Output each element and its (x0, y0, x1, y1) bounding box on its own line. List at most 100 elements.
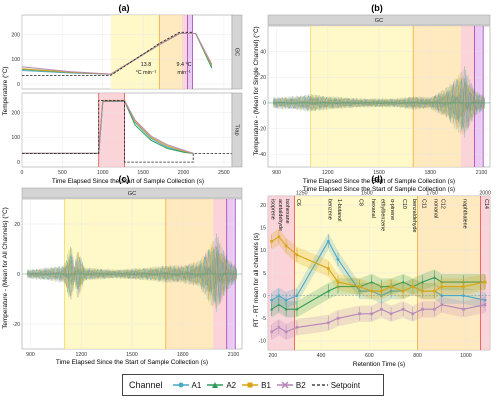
panel-d-series-a2-point (370, 280, 374, 284)
panel-c-trace-b2 (27, 237, 238, 303)
panel-d-compound-label: C11 (420, 199, 426, 209)
panel-b-trace-b2 (273, 82, 486, 129)
panel-b-trace-b2 (272, 72, 486, 127)
panel-d-compound-label: C8 (358, 199, 364, 206)
panel-d-series-a2-ribbon (271, 269, 486, 318)
panel-a-trap-ytick-label: 200 (11, 111, 20, 117)
panel-c-strip (21, 187, 243, 199)
panel-a-gc-setpoint-line (22, 31, 193, 76)
panel-a-trap-ytick-label: 100 (11, 135, 20, 141)
panel-a-gc-series-b2 (21, 32, 213, 75)
panel-b-trace-b1 (272, 75, 486, 132)
legend-item-a1: A1 (172, 380, 202, 390)
panel-b-ytick-label: 40 (260, 49, 266, 55)
panel-d-compound-label: C14 (483, 199, 489, 209)
panel-d-series-a2-point (401, 280, 405, 284)
panel-c-trace-b1 (26, 243, 238, 306)
panel-d-top-tick-label: 1750 (426, 191, 438, 197)
panel-d-xlabel: Retention Time (s) (353, 361, 405, 368)
panel-a-trap-ytick-label: 0 (17, 160, 20, 166)
panel-c-trace-a1 (26, 249, 238, 297)
panel-a-annot-rate2-line1: 9.4 °C (176, 62, 191, 68)
panel-a-gc-shaded-region (159, 15, 182, 89)
panel-a-trap-plot: 0 500 1000 1500 2000 2500 0 100 200 (11, 92, 233, 176)
panel-b-shaded-region (310, 26, 414, 167)
panel-d-series-b2-ribbon (271, 296, 486, 340)
panel-d-series-a2-point (326, 289, 330, 293)
legend: Channel A1 A2 B1 B2 Setpoint (122, 374, 384, 396)
panel-c-trace-b2 (26, 240, 238, 301)
panel-d-series-b2-point (336, 316, 340, 320)
panel-d-xtick-label: 600 (365, 353, 374, 359)
panel-c-xtick-label: 1500 (126, 352, 138, 358)
panel-d-series-a1-point (295, 294, 299, 298)
panel-b-trace-b2 (272, 69, 486, 129)
panel-b-title: (b) (371, 3, 383, 13)
panel-d-series-b1-point (401, 289, 405, 293)
legend-label-a2: A2 (226, 380, 237, 390)
panel-d-compound-label: hexanal (370, 199, 376, 218)
panel-a-gc-ytick-label: 200 (11, 33, 20, 39)
panel-d-series-b1-point (327, 267, 330, 270)
legend-label-setpoint: Setpoint (330, 380, 361, 390)
panel-c-xtick-label: 900 (26, 352, 35, 358)
panel-c-xlabel: Time Elapsed Since the Start of Sample C… (56, 359, 208, 366)
panel-d-series-b2-point (270, 330, 274, 334)
panel-c-ytick-label: -20 (13, 322, 21, 328)
panel-d-xtick-label: 400 (317, 353, 326, 359)
legend-label-a1: A1 (191, 380, 202, 390)
panel-c-strip-label: GC (128, 191, 136, 197)
panel-c-xtick-label: 2100 (228, 352, 240, 358)
legend-label-b1: B1 (261, 380, 271, 390)
panel-b-trace-a1 (272, 75, 486, 134)
panel-b-trace-a2 (272, 66, 486, 130)
panel-d-series-a2-point (284, 307, 288, 311)
panel-c-trace-a1 (27, 242, 238, 305)
panel-d-series-b2-point (461, 307, 466, 311)
panel-b-trace-a2 (272, 78, 486, 133)
panel-d-xtick-label: 800 (413, 353, 422, 359)
panel-c-trace-b2 (27, 250, 238, 304)
panel-b-trace-b1 (272, 74, 486, 133)
panel-c-ytick-label: 0 (17, 272, 20, 278)
panel-b-strip (267, 14, 491, 26)
panel-a-annot-rate2-line2: min⁻¹ (177, 70, 191, 76)
panel-a-trap-xtick-label: 2000 (178, 170, 190, 176)
panel-b-ylabel: Temperature - (Mean for Single Channel) … (252, 26, 260, 155)
panel-d-compound-label: isohexane (284, 199, 290, 224)
panel-d-series-b2-point (370, 312, 374, 316)
panel-d-ytick-label: 5 (263, 271, 266, 277)
panel-d-series-a1-point (440, 294, 444, 298)
panel-d-series-a2-point (270, 307, 274, 311)
panel-b-plot: 900 1200 1500 1800 2100 -40 -20 0 20 40 (259, 25, 491, 176)
panel-d-ytick-label: 20 (260, 203, 266, 209)
panel-d-ylabel: RT - RT mean for all channels (s) (253, 233, 260, 327)
panel-a-trap-xtick-label: 1000 (97, 170, 109, 176)
panel-d-series-b1-point (284, 244, 288, 248)
panel-a-ylabel: Temperature (°C) (1, 66, 9, 115)
panel-b-trace-b2 (272, 77, 486, 125)
panel-b-trace-a1 (272, 80, 486, 125)
panel-b-trace-b2 (272, 76, 486, 134)
panel-c-trace-a2 (26, 250, 238, 303)
panel-a-gc-strip-label: GC (234, 48, 240, 56)
legend-item-b2: B2 (276, 381, 306, 390)
panel-d-series-a1-ribbon (271, 233, 486, 309)
panel-b-trace-a2 (272, 79, 486, 129)
panel-d-ytick-label: -5 (261, 316, 266, 322)
panel-d-series-b2-point (440, 303, 444, 307)
panel-b-xtick-label: 900 (272, 170, 281, 176)
panel-d-series-b1-point (433, 289, 436, 293)
panel-a-annot-rate1-line1: 13.8 (141, 62, 152, 68)
panel-d-series-a1-point (284, 298, 288, 302)
panel-c-trace-b1 (26, 242, 238, 307)
panel-d-xtick-label: 1000 (460, 353, 472, 359)
panel-d-series-b1-point (336, 280, 340, 284)
legend-title: Channel (129, 380, 163, 390)
legend-item-a2: A2 (207, 381, 236, 390)
panel-b-trace-b1 (273, 76, 486, 129)
panel-d-series-b2-point (379, 307, 383, 311)
panel-d-title: (d) (371, 174, 383, 184)
